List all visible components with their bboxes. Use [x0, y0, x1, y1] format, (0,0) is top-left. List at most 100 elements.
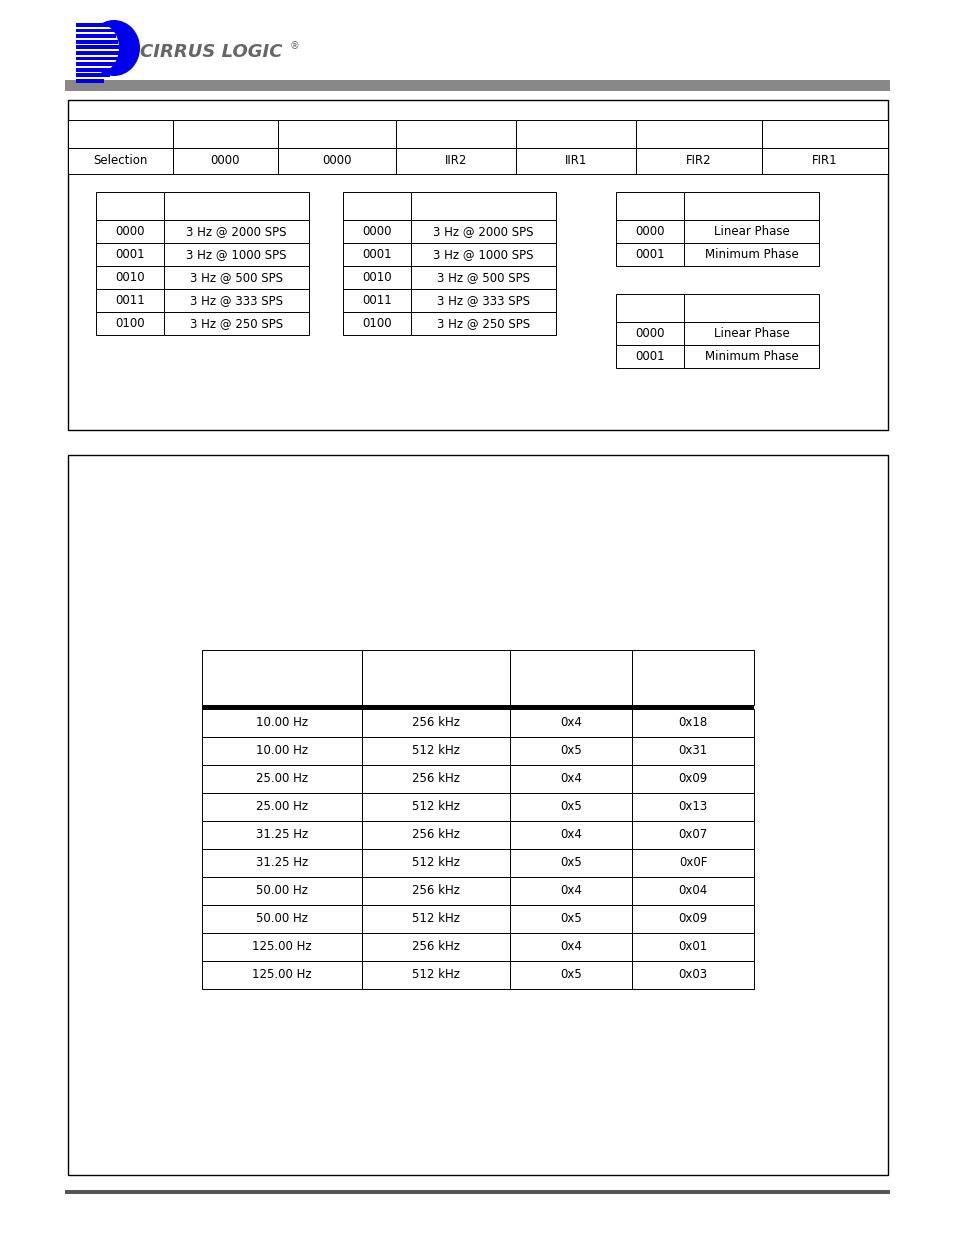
Bar	[164, 220, 309, 243]
Bar	[510, 905, 631, 932]
Text: 512 kHz: 512 kHz	[412, 745, 459, 757]
Bar	[76, 46, 120, 49]
Text: ®: ®	[290, 41, 299, 51]
Text: 25.00 Hz: 25.00 Hz	[255, 800, 308, 814]
Bar	[76, 28, 113, 32]
Ellipse shape	[81, 23, 119, 72]
Text: 256 kHz: 256 kHz	[412, 773, 459, 785]
Bar	[172, 148, 277, 174]
Text: 3 Hz @ 2000 SPS: 3 Hz @ 2000 SPS	[433, 225, 533, 238]
Text: 50.00 Hz: 50.00 Hz	[255, 884, 308, 898]
Text: 0000: 0000	[322, 154, 352, 168]
Bar	[277, 148, 395, 174]
Text: 125.00 Hz: 125.00 Hz	[252, 941, 312, 953]
Text: 0x4: 0x4	[559, 829, 581, 841]
Text: CIRRUS LOGIC: CIRRUS LOGIC	[140, 43, 282, 61]
Bar	[361, 709, 510, 737]
Text: 0x5: 0x5	[559, 857, 581, 869]
Bar	[65, 1191, 889, 1194]
Text: 0000: 0000	[115, 225, 145, 238]
Text: 256 kHz: 256 kHz	[412, 716, 459, 730]
Text: 0x01: 0x01	[678, 941, 707, 953]
Bar	[96, 312, 164, 335]
Bar	[68, 100, 887, 430]
Text: 0x5: 0x5	[559, 913, 581, 925]
Bar	[202, 877, 361, 905]
Text: 3 Hz @ 2000 SPS: 3 Hz @ 2000 SPS	[186, 225, 287, 238]
Text: 10.00 Hz: 10.00 Hz	[255, 716, 308, 730]
Bar	[411, 243, 556, 266]
Bar	[761, 120, 887, 148]
Bar	[631, 877, 753, 905]
Text: FIR1: FIR1	[811, 154, 837, 168]
Bar	[361, 932, 510, 961]
Text: 0x07: 0x07	[678, 829, 707, 841]
Bar	[361, 961, 510, 989]
Bar	[411, 220, 556, 243]
Bar	[631, 821, 753, 848]
Bar	[411, 191, 556, 220]
Text: IIR1: IIR1	[564, 154, 587, 168]
Text: 31.25 Hz: 31.25 Hz	[255, 829, 308, 841]
Bar	[395, 148, 516, 174]
Text: 0000: 0000	[362, 225, 392, 238]
Bar	[202, 961, 361, 989]
Text: 0011: 0011	[115, 294, 145, 308]
Text: 0x13: 0x13	[678, 800, 707, 814]
Bar	[361, 737, 510, 764]
Text: 0011: 0011	[362, 294, 392, 308]
Bar	[76, 68, 113, 72]
Text: 512 kHz: 512 kHz	[412, 857, 459, 869]
Text: 512 kHz: 512 kHz	[412, 913, 459, 925]
Text: 0001: 0001	[635, 350, 664, 363]
Text: 0x0F: 0x0F	[679, 857, 706, 869]
Text: FIR2: FIR2	[685, 154, 711, 168]
Bar	[395, 120, 516, 148]
Text: 0x4: 0x4	[559, 716, 581, 730]
Text: 3 Hz @ 250 SPS: 3 Hz @ 250 SPS	[436, 317, 530, 330]
Text: Minimum Phase: Minimum Phase	[704, 248, 798, 261]
Bar	[202, 737, 361, 764]
Bar	[361, 877, 510, 905]
Bar	[510, 650, 631, 705]
Bar	[76, 35, 116, 38]
Text: 3 Hz @ 333 SPS: 3 Hz @ 333 SPS	[190, 294, 283, 308]
Bar	[202, 821, 361, 848]
Bar	[76, 62, 116, 65]
Bar	[510, 877, 631, 905]
Bar	[631, 848, 753, 877]
Bar	[164, 312, 309, 335]
Bar	[631, 793, 753, 821]
Bar	[616, 345, 683, 368]
Text: 31.25 Hz: 31.25 Hz	[255, 857, 308, 869]
Bar	[202, 905, 361, 932]
Text: 0x18: 0x18	[678, 716, 707, 730]
Bar	[636, 120, 761, 148]
Text: 0010: 0010	[362, 270, 392, 284]
Text: 0000: 0000	[635, 327, 664, 340]
Bar	[76, 40, 118, 43]
Bar	[68, 454, 887, 1174]
Bar	[636, 148, 761, 174]
Text: Minimum Phase: Minimum Phase	[704, 350, 798, 363]
Text: 3 Hz @ 1000 SPS: 3 Hz @ 1000 SPS	[186, 248, 287, 261]
Bar	[96, 266, 164, 289]
Bar	[76, 73, 110, 78]
Bar	[164, 191, 309, 220]
Text: 0x4: 0x4	[559, 773, 581, 785]
Bar	[343, 312, 411, 335]
Bar	[516, 120, 636, 148]
Bar	[343, 220, 411, 243]
Bar	[361, 793, 510, 821]
Bar	[683, 294, 818, 322]
Bar	[277, 120, 395, 148]
Bar	[343, 191, 411, 220]
Text: 3 Hz @ 250 SPS: 3 Hz @ 250 SPS	[190, 317, 283, 330]
Text: 10.00 Hz: 10.00 Hz	[255, 745, 308, 757]
Bar	[202, 793, 361, 821]
Bar	[516, 148, 636, 174]
Text: 125.00 Hz: 125.00 Hz	[252, 968, 312, 982]
Text: 0001: 0001	[635, 248, 664, 261]
Bar	[361, 650, 510, 705]
Bar	[164, 243, 309, 266]
